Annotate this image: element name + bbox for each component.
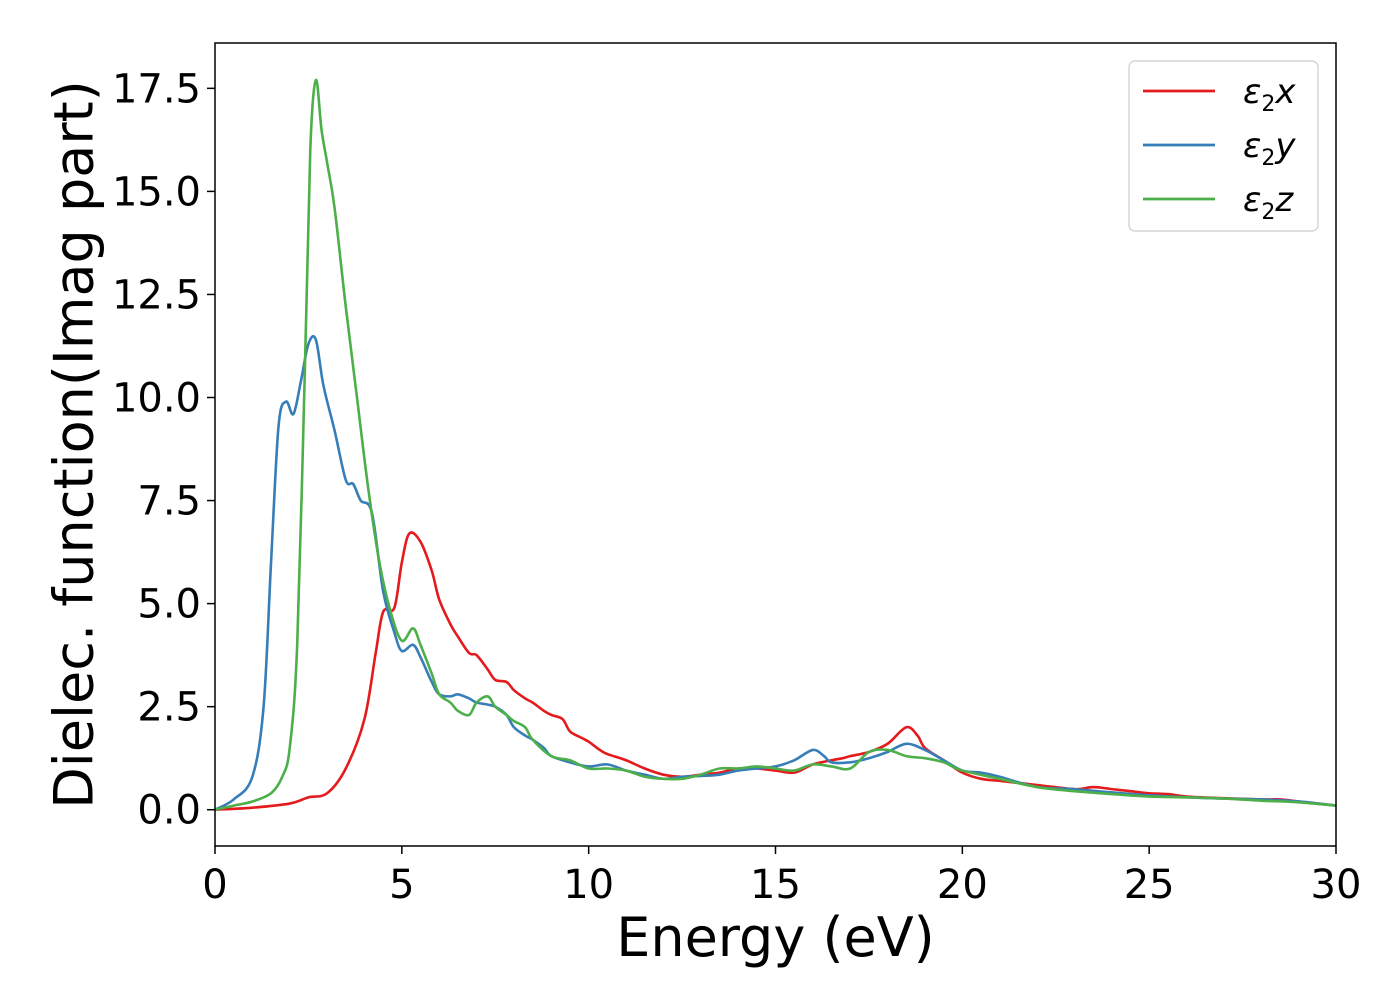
y-tick-label: 17.5 (112, 66, 201, 112)
y-tick-label: 15.0 (112, 169, 201, 215)
x-tick-label: 20 (937, 862, 988, 908)
y-tick-label: 10.0 (112, 376, 201, 422)
x-tick-label: 5 (389, 862, 414, 908)
legend-label: ε2y (1243, 126, 1296, 171)
y-axis-title: Dielec. function(Imag part) (43, 80, 106, 809)
x-tick-label: 15 (750, 862, 801, 908)
legend-label: ε2x (1243, 72, 1296, 117)
x-tick-label: 25 (1124, 862, 1175, 908)
x-axis-title: Energy (eV) (616, 906, 935, 969)
x-tick-label: 30 (1311, 862, 1362, 908)
y-tick-label: 0.0 (137, 788, 201, 834)
y-tick-label: 12.5 (112, 272, 201, 318)
x-tick-label: 0 (202, 862, 227, 908)
y-tick-label: 2.5 (137, 685, 201, 731)
series-layer (215, 78, 1336, 812)
legend-label: ε2z (1243, 180, 1294, 225)
legend-box (1128, 60, 1319, 232)
x-axis: 0 5 10 15 20 25 30 (202, 846, 1361, 908)
y-tick-label: 5.0 (137, 582, 201, 628)
legend: ε2x ε2y ε2z (1128, 60, 1319, 232)
series-line-z (215, 78, 1336, 812)
x-tick-label: 10 (563, 862, 614, 908)
y-tick-label: 7.5 (137, 479, 201, 525)
y-axis: 0.0 2.5 5.0 7.5 10.0 12.5 15.0 17.5 (112, 66, 215, 834)
